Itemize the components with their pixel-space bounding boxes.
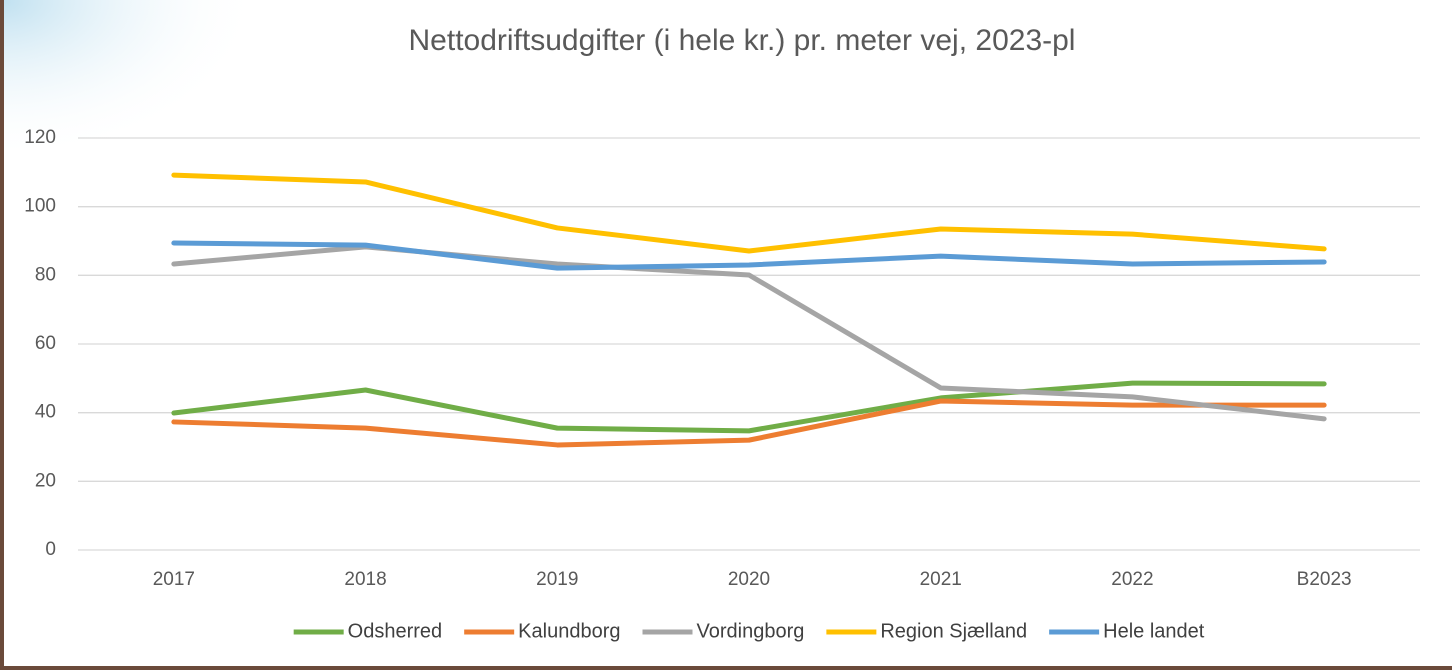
y-tick-label: 60 xyxy=(35,333,56,354)
x-tick-label: B2023 xyxy=(1297,569,1352,590)
series-line xyxy=(171,240,1327,271)
legend-label: Kalundborg xyxy=(518,620,620,642)
legend-label: Odsherred xyxy=(348,620,443,642)
x-tick-label: 2017 xyxy=(153,569,195,590)
series-line xyxy=(171,172,1327,254)
corner-glow xyxy=(0,0,260,160)
legend-label: Vordingborg xyxy=(696,620,804,642)
x-tick-label: 2020 xyxy=(728,569,770,590)
y-tick-label: 0 xyxy=(45,539,56,560)
y-tick-label: 80 xyxy=(35,264,56,285)
legend-label: Region Sjælland xyxy=(880,620,1027,642)
y-tick-label: 20 xyxy=(35,470,56,491)
chart-title: Nettodriftsudgifter (i hele kr.) pr. met… xyxy=(409,24,1076,57)
series-line xyxy=(171,398,1327,448)
series-line xyxy=(171,380,1327,434)
frame-bottom xyxy=(0,666,1452,670)
x-tick-label: 2022 xyxy=(1111,569,1153,590)
x-tick-label: 2019 xyxy=(536,569,578,590)
x-tick-label: 2021 xyxy=(920,569,962,590)
frame-left xyxy=(0,0,4,670)
y-tick-label: 100 xyxy=(24,196,56,217)
y-tick-label: 40 xyxy=(35,402,56,423)
x-tick-label: 2018 xyxy=(344,569,386,590)
legend-label: Hele landet xyxy=(1103,620,1205,642)
y-tick-label: 120 xyxy=(24,127,56,148)
